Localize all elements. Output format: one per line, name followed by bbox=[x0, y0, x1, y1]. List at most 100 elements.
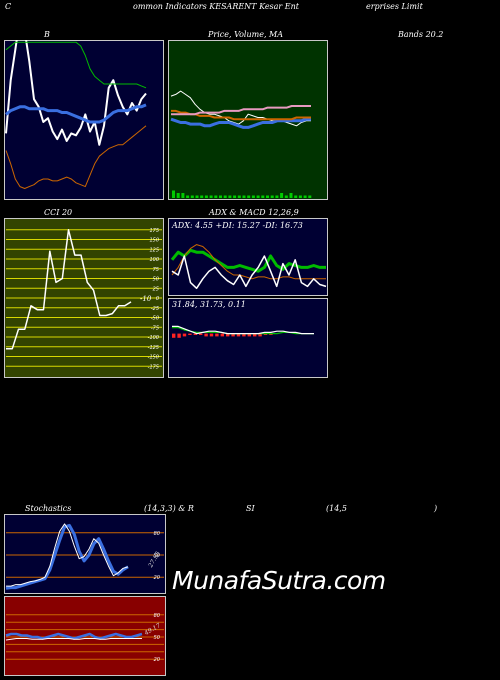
cci-tick-label: 0 bbox=[156, 296, 159, 302]
rsi-signal-line bbox=[5, 638, 142, 641]
macd-histogram-bar bbox=[193, 333, 197, 335]
rsi-tick-label: 80 bbox=[154, 613, 160, 619]
stoch-tick-label: 50 bbox=[154, 553, 160, 559]
adx-series-line-green bbox=[170, 248, 326, 273]
volume-bar bbox=[228, 195, 232, 198]
watermark: MunafaSutra.com bbox=[172, 566, 386, 595]
macd-line bbox=[172, 325, 314, 335]
stoch-frame bbox=[4, 514, 166, 594]
volume-bar bbox=[270, 195, 274, 198]
volume-bar bbox=[209, 195, 213, 198]
cci-tick-label: -150 bbox=[148, 355, 159, 361]
cci-tick-label: 50 bbox=[153, 277, 159, 283]
rsi-line bbox=[5, 632, 143, 640]
volume-bar bbox=[303, 195, 307, 198]
header-title-tail: erprises Limit bbox=[366, 2, 423, 11]
volume-bar bbox=[172, 190, 175, 198]
macd-histogram-bar bbox=[226, 333, 230, 337]
volume-bar bbox=[308, 195, 312, 198]
header-c-letter: C bbox=[5, 2, 12, 11]
macd-histogram-bar bbox=[231, 333, 235, 337]
volume-bar bbox=[195, 195, 199, 198]
stoch-label-d: (14,5 bbox=[326, 504, 347, 513]
rsi-tick-label: 20 bbox=[154, 657, 160, 663]
stoch-k-line bbox=[5, 523, 129, 590]
macd-histogram-bar bbox=[215, 333, 219, 337]
stoch-label-b: (14,3,3) & R bbox=[144, 504, 194, 513]
stoch-tick-label: 20 bbox=[154, 575, 160, 581]
bollinger-label-left: B bbox=[44, 30, 50, 39]
macd-histogram-bar bbox=[220, 333, 224, 337]
macd-histogram-bar bbox=[209, 333, 214, 337]
cci-chart-label: CCI 20 bbox=[44, 208, 73, 217]
volume-bar bbox=[298, 195, 302, 198]
cci-tick-label: 25 bbox=[153, 286, 159, 292]
header-title: ommon Indicators KESARENT Kesar Ent bbox=[133, 2, 300, 11]
volume-bar bbox=[176, 193, 180, 198]
stoch-label-c: SI bbox=[246, 504, 255, 513]
bollinger-series-line-green bbox=[5, 41, 147, 89]
stoch-label-e: ) bbox=[434, 504, 438, 513]
adx-series-line-white bbox=[171, 255, 327, 290]
macd-histogram-bar bbox=[172, 333, 176, 338]
rsi-chart: 80 50 20 bbox=[4, 596, 166, 676]
rsi-tick-label: 50 bbox=[154, 635, 160, 641]
cci-tick-label: -25 bbox=[151, 306, 159, 312]
volume-bar bbox=[181, 193, 185, 198]
price-series-line-pink bbox=[171, 105, 311, 116]
adx-chart bbox=[168, 218, 328, 296]
volume-bar bbox=[284, 195, 288, 198]
volume-bar bbox=[214, 195, 218, 198]
volume-bar bbox=[266, 195, 269, 198]
volume-bar bbox=[280, 193, 284, 198]
volume-bar bbox=[289, 193, 293, 198]
stochastics-chart: 80 50 20 bbox=[4, 514, 166, 594]
volume-bar bbox=[204, 195, 208, 198]
volume-bar bbox=[237, 195, 241, 198]
bollinger-series-line-blue bbox=[5, 103, 147, 124]
volume-bar bbox=[219, 195, 222, 198]
bollinger-bands-chart bbox=[4, 40, 164, 200]
volume-bar bbox=[261, 195, 265, 198]
macd-histogram-bar bbox=[258, 333, 262, 337]
volume-bar bbox=[294, 195, 298, 198]
cci-current-label: -10 bbox=[140, 295, 152, 303]
macd-histogram-bar bbox=[188, 333, 192, 335]
volume-bar bbox=[233, 195, 237, 198]
macd-chart bbox=[168, 298, 328, 378]
cci-tick-label: 100 bbox=[149, 257, 159, 263]
stoch-tick-label: 80 bbox=[154, 531, 160, 537]
bollinger-label-right: Bands 20.2 bbox=[398, 30, 444, 39]
price-volume-ma-chart bbox=[168, 40, 328, 200]
bollinger-series-line-orange bbox=[5, 125, 147, 189]
volume-bar bbox=[275, 195, 279, 198]
bollinger-series-line-white bbox=[5, 40, 147, 146]
cci-tick-label: 75 bbox=[153, 267, 159, 273]
volume-bar bbox=[247, 195, 251, 198]
macd-readout: 31.84, 31.73, 0.11 bbox=[172, 300, 246, 309]
adx-macd-label: ADX & MACD 12,26,9 bbox=[209, 208, 299, 217]
macd-histogram-bar bbox=[204, 333, 208, 337]
macd-histogram-bar bbox=[253, 333, 257, 337]
volume-bar bbox=[223, 195, 227, 198]
price-series-line-white bbox=[170, 90, 311, 127]
volume-bar bbox=[251, 195, 255, 198]
macd-histogram-bar bbox=[182, 333, 187, 337]
stoch-label-a: Stochastics bbox=[25, 504, 72, 513]
cci-tick-label: -75 bbox=[151, 325, 159, 331]
stoch-d-line bbox=[6, 523, 129, 587]
cci-tick-label: -50 bbox=[151, 316, 159, 322]
macd-frame bbox=[168, 298, 328, 378]
cci-line bbox=[6, 229, 132, 350]
cci-tick-label: 125 bbox=[149, 247, 159, 253]
cci-tick-label: 150 bbox=[149, 238, 159, 244]
volume-bar bbox=[190, 195, 194, 198]
macd-histogram-bar bbox=[269, 333, 273, 335]
macd-histogram-bar bbox=[199, 333, 203, 335]
volume-bar bbox=[186, 195, 190, 198]
macd-histogram-bar bbox=[263, 333, 268, 335]
cci-tick-label: -125 bbox=[148, 345, 159, 351]
macd-histogram-bar bbox=[236, 333, 241, 337]
cci-tick-label: 175 bbox=[149, 228, 159, 234]
